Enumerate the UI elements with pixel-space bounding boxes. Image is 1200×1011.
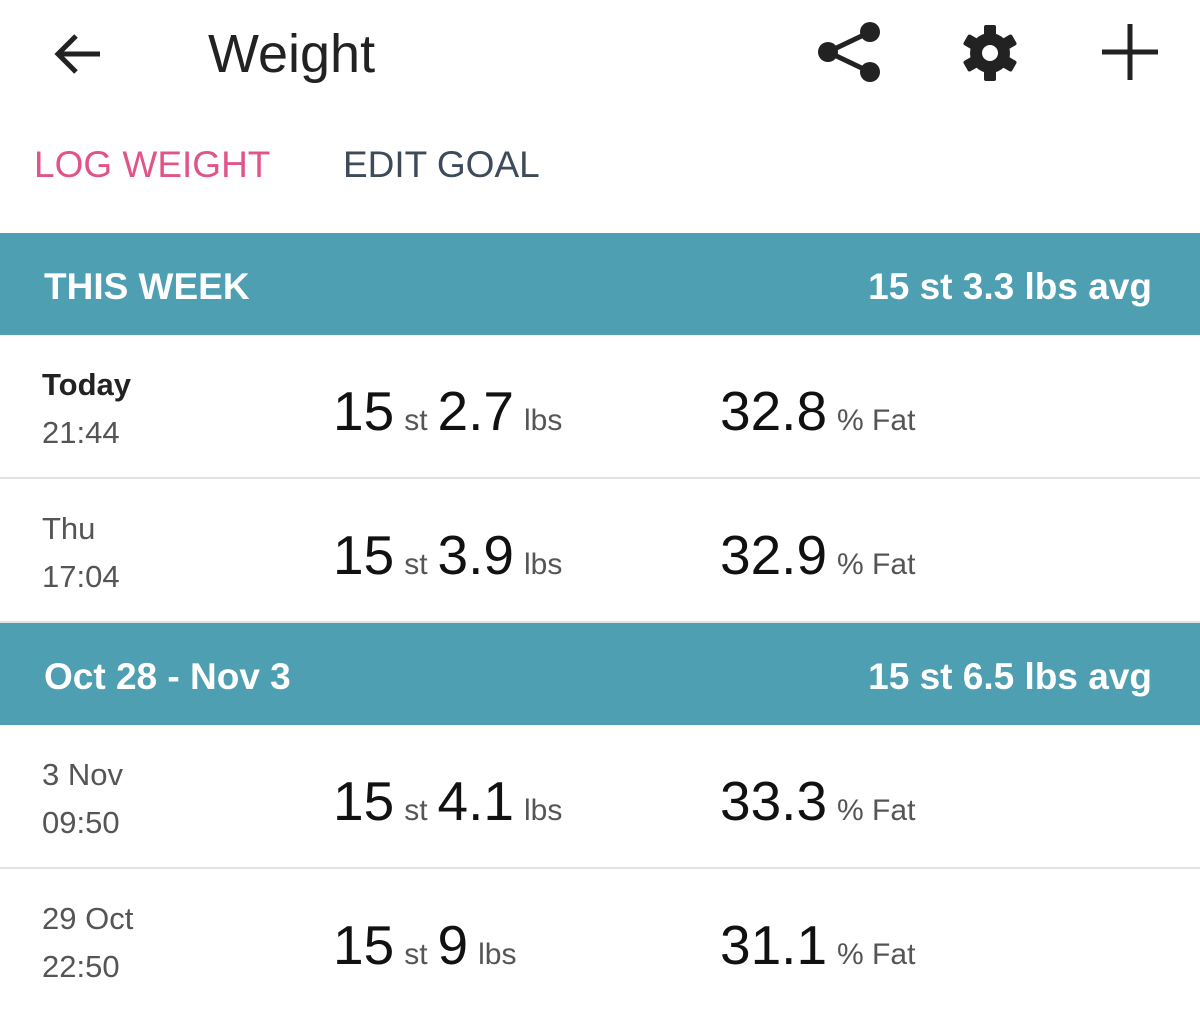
weight-entry[interactable]: 29 Oct 22:50 15 st 9 lbs 31.1 % Fat (0, 869, 1200, 1011)
log-weight-tab[interactable]: LOG WEIGHT (34, 144, 271, 185)
section-header: THIS WEEK 15 st 3.3 lbs avg (0, 233, 1200, 335)
pounds: 3.9 (437, 524, 514, 586)
entry-fat: 31.1 % Fat (720, 915, 925, 985)
fat-value: 32.8 (720, 380, 828, 442)
entry-fat: 33.3 % Fat (720, 771, 925, 841)
entry-weight: 15 st 3.9 lbs (333, 525, 572, 595)
entry-day: Today (42, 367, 131, 402)
stones: 15 (333, 524, 395, 586)
entry-day: Thu (42, 511, 96, 546)
stone-unit: st (404, 938, 428, 971)
fat-unit: % Fat (837, 404, 916, 437)
section-title: THIS WEEK (44, 266, 250, 307)
stones: 15 (333, 380, 395, 442)
entry-time: 21:44 (42, 415, 120, 450)
stone-unit: st (404, 548, 428, 581)
fat-value: 31.1 (720, 914, 828, 976)
section-header: Oct 28 - Nov 3 15 st 6.5 lbs avg (0, 623, 1200, 725)
entry-time: 09:50 (42, 805, 120, 840)
section-average: 15 st 6.5 lbs avg (868, 656, 1152, 697)
share-button[interactable] (816, 20, 882, 84)
tabs: LOG WEIGHT EDIT GOAL (0, 140, 1200, 190)
fat-value: 33.3 (720, 770, 828, 832)
section-average: 15 st 3.3 lbs avg (868, 266, 1152, 307)
weight-entry[interactable]: Today 21:44 15 st 2.7 lbs 32.8 % Fat (0, 335, 1200, 479)
stones: 15 (333, 914, 395, 976)
fat-unit: % Fat (837, 938, 916, 971)
fat-unit: % Fat (837, 794, 916, 827)
fat-unit: % Fat (837, 548, 916, 581)
pound-unit: lbs (478, 938, 517, 971)
entry-time: 22:50 (42, 949, 120, 984)
section-title: Oct 28 - Nov 3 (44, 656, 291, 697)
pounds: 9 (437, 914, 469, 976)
stone-unit: st (404, 404, 428, 437)
settings-button[interactable] (960, 23, 1020, 83)
fat-value: 32.9 (720, 524, 828, 586)
weight-entry[interactable]: Thu 17:04 15 st 3.9 lbs 32.9 % Fat (0, 479, 1200, 623)
pounds: 4.1 (437, 770, 514, 832)
weight-entry[interactable]: 3 Nov 09:50 15 st 4.1 lbs 33.3 % Fat (0, 725, 1200, 869)
entry-weight: 15 st 4.1 lbs (333, 771, 572, 841)
pound-unit: lbs (524, 794, 563, 827)
entry-fat: 32.9 % Fat (720, 525, 925, 595)
pound-unit: lbs (524, 548, 563, 581)
edit-goal-tab[interactable]: EDIT GOAL (343, 144, 540, 185)
add-button[interactable] (1100, 22, 1160, 82)
page-title: Weight (208, 24, 376, 84)
pounds: 2.7 (437, 380, 514, 442)
pound-unit: lbs (524, 404, 563, 437)
back-button[interactable] (50, 26, 106, 82)
entry-weight: 15 st 9 lbs (333, 915, 526, 985)
stone-unit: st (404, 794, 428, 827)
entry-day: 29 Oct (42, 901, 134, 936)
entry-weight: 15 st 2.7 lbs (333, 381, 572, 451)
entry-day: 3 Nov (42, 757, 123, 792)
weight-list: THIS WEEK 15 st 3.3 lbs avg Today 21:44 15 st… (0, 233, 1200, 1011)
entry-time: 17:04 (42, 559, 120, 594)
stones: 15 (333, 770, 395, 832)
app-bar: Weight (0, 0, 1200, 110)
entry-fat: 32.8 % Fat (720, 381, 925, 451)
